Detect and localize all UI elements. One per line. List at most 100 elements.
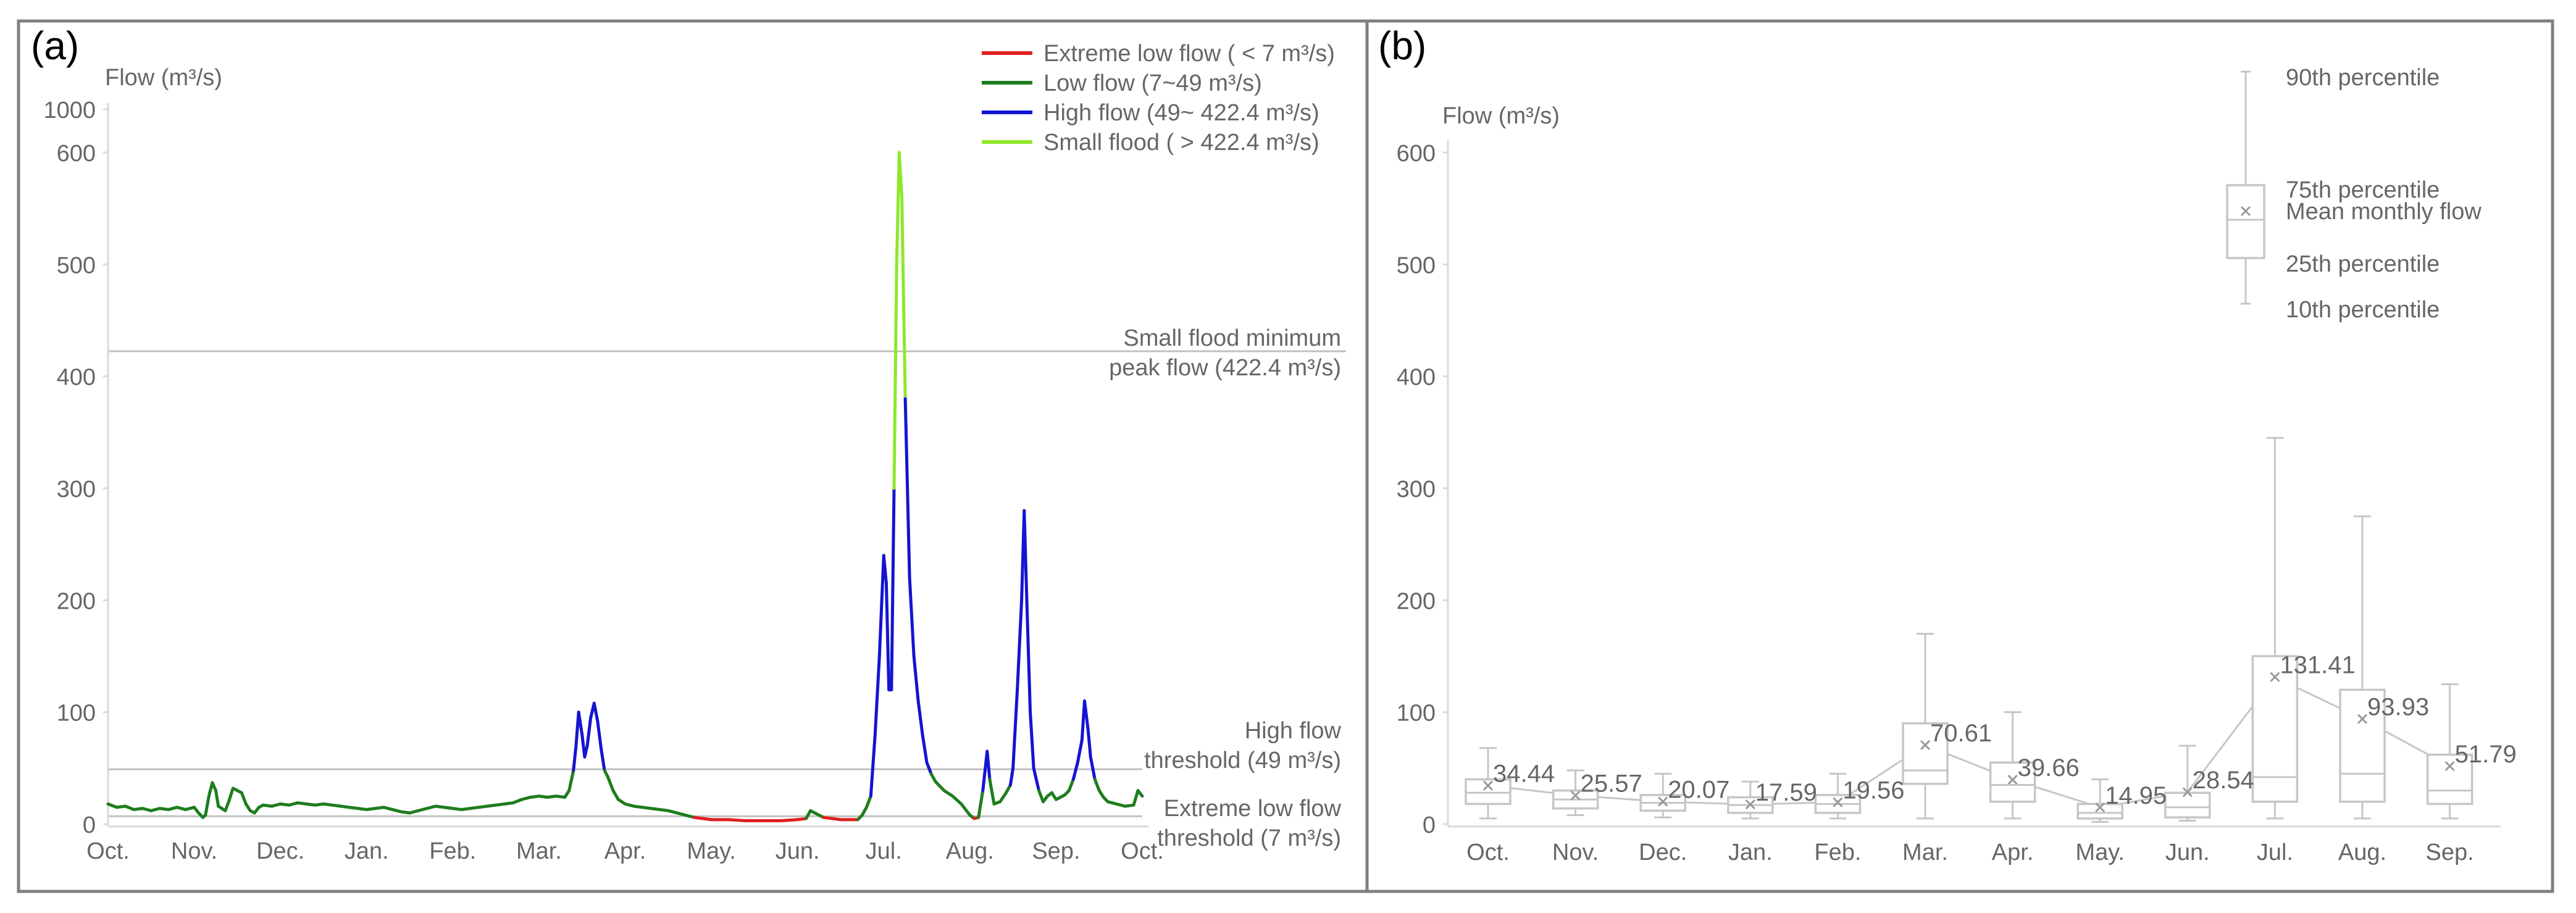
panel-b-mean-label: 14.95 (2105, 782, 2167, 809)
panel-a-flow-segment (606, 775, 615, 793)
panel-a-y-tick-label: 200 (57, 588, 96, 614)
panel-b-y-tick-label: 500 (1397, 252, 1436, 278)
panel-b-mean-marker (1833, 797, 1843, 807)
panel-b-y-axis-title: Flow (m³/s) (1442, 103, 1560, 129)
panel-a-y-tick-label: 500 (57, 252, 96, 278)
panel-b-x-tick-label: Dec. (1639, 840, 1687, 865)
panel-b-box (2164, 791, 2211, 819)
panel-a-x-tick-label: Oct. (86, 838, 130, 864)
panel-b-y-tick-label: 400 (1397, 365, 1436, 391)
panel-a-flow-segment (903, 397, 911, 580)
panel-b-legend-mean-marker (2240, 206, 2251, 217)
panel-a-flow-segment (572, 744, 578, 772)
panel-a-flow-segment (942, 789, 955, 798)
panel-a-axes: 0 100 200 300 400 500 600 1000 Oct. Nov. Dec. Jan. F… (43, 98, 1163, 864)
panel-a-y-tick-label: 100 (57, 701, 96, 727)
panel-b-legend-box (2226, 184, 2265, 259)
panel-b-legend-label-75: 75th percentile (2286, 177, 2440, 203)
panel-a-flow-segment (873, 654, 881, 736)
panel-a-legend-label: Extreme low flow ( < 7 m³/s) (1043, 41, 1335, 67)
panel-b-legend-label-90: 90th percentile (2286, 65, 2440, 91)
panel-a-flow-segment (585, 716, 593, 748)
panel-a-legend: Extreme low flow ( < 7 m³/s) Low flow (7~… (982, 41, 1335, 156)
panel-b-mean-label: 131.41 (2280, 652, 2355, 679)
panel-a-flow-segment (567, 769, 575, 793)
panel-a-flow-segment (890, 486, 896, 691)
panel-b-axes: 0 100 200 300 400 500 600 Oct. Nov. Dec. Jan. Feb. M… (1397, 140, 2501, 865)
panel-a-flow-segment (727, 818, 748, 823)
panel-b-box (2426, 753, 2474, 806)
panel-b-label: (b) (1378, 23, 1426, 68)
panel-b-y-tick-label: 0 (1423, 812, 1436, 838)
panel-b-mean-label: 34.44 (1493, 761, 1555, 788)
panel-a-flow-segment (1029, 711, 1035, 770)
panel-b-mean-marker (2357, 714, 2368, 724)
panel-a-y-axis-title: Flow (m³/s) (105, 65, 222, 91)
panel-a-threshold-label: peak flow (422.4 m³/s) (1109, 355, 1341, 381)
panel-a-flow-segment (224, 800, 230, 812)
panel-a-flow-segment (779, 818, 800, 823)
panel-a-flow-segment (240, 791, 248, 806)
panel-a: (a) Flow (m³/s) Small flood minimum peak … (31, 23, 1346, 864)
panel-b-box (1465, 778, 1512, 806)
panel-a-x-tick-label: Dec. (256, 838, 304, 864)
panel-a-x-tick-label: Aug. (946, 838, 994, 864)
panel-b-y-tick-label: 300 (1397, 477, 1436, 502)
panel-b-mean-marker (1658, 796, 1668, 807)
panel-b-x-tick-label: Jul. (2257, 840, 2293, 865)
panel-a-flow-segment (592, 701, 600, 723)
panel-a-flow-segment (813, 811, 826, 819)
panel-a-flow-segment (1025, 598, 1032, 714)
panel-a-flow-segment (869, 733, 877, 798)
panel-b-x-tick-label: Jun. (2165, 840, 2210, 865)
panel-a-x-tick-label: Apr. (604, 838, 646, 864)
panel-a-flow-segment (900, 196, 907, 401)
panel-a-flow-segment (1067, 777, 1075, 793)
panel-b-mean-marker (1745, 799, 1755, 810)
panel-a-flow-segment (1054, 793, 1066, 801)
panel-b-x-tick-label: Oct. (1466, 840, 1510, 865)
panel-a-flow-series (106, 151, 1144, 823)
panel-a-threshold-label: High flow (1245, 718, 1342, 744)
panel-a-flow-segment (577, 711, 584, 736)
panel-a-x-tick-label: Nov. (171, 838, 217, 864)
panel-b-x-tick-label: Aug. (2338, 840, 2386, 865)
panel-b-x-tick-label: Feb. (1814, 840, 1861, 865)
panel-a-legend-label: Low flow (7~49 m³/s) (1043, 70, 1262, 96)
panel-b-y-tick-label: 200 (1397, 588, 1436, 614)
panel-a-y-tick-label: 600 (57, 141, 96, 167)
panel-a-flow-segment (1071, 761, 1079, 781)
panel-a-flow-segment (1032, 766, 1040, 793)
panel-b-box (1902, 722, 1949, 785)
panel-a-flow-segment (1086, 727, 1092, 759)
panel-a-flow-segment (988, 777, 996, 806)
panel-a-x-tick-label: Sep. (1032, 838, 1080, 864)
panel-b-x-tick-label: Sep. (2426, 840, 2474, 865)
panel-b-x-tick-label: May. (2075, 840, 2125, 865)
panel-b-mean-marker (2182, 787, 2193, 798)
panel-a-x-tick-label: Oct. (1121, 838, 1164, 864)
panel-b-y-tick-label: 100 (1397, 701, 1436, 727)
panel-b-legend-label-10: 10th percentile (2286, 297, 2440, 323)
panel-b-mean-marker (2444, 761, 2455, 772)
panel-b: (b) Flow (m³/s) 0 100 200 300 400 500 600 Oct. N… (1378, 23, 2517, 865)
panel-a-flow-segment (1082, 699, 1090, 731)
panel-a-flow-segment (1076, 738, 1084, 764)
panel-a-x-tick-label: Feb. (429, 838, 476, 864)
panel-a-flow-segment (599, 746, 606, 772)
panel-a-threshold-label: Small flood minimum (1123, 325, 1341, 351)
panel-a-y-tick-label: 0 (83, 812, 96, 838)
panel-a-flow-segment (1022, 509, 1029, 602)
panel-a-flow-segment (1093, 777, 1101, 793)
panel-a-threshold-label: threshold (49 m³/s) (1144, 748, 1341, 773)
panel-a-flow-segment (897, 151, 904, 199)
panel-a-flow-segment (877, 554, 885, 658)
panel-a-x-tick-label: Jun. (776, 838, 820, 864)
panel-a-flow-segment (1089, 755, 1097, 781)
panel-a-flow-segment (882, 554, 888, 585)
panel-a-threshold-label: Extreme low flow (1164, 796, 1342, 822)
panel-a-flow-segment (1011, 688, 1019, 770)
panel-a-legend-label: Small flood ( > 422.4 m³/s) (1043, 130, 1319, 156)
panel-b-mean-label: 19.56 (1842, 777, 1904, 804)
